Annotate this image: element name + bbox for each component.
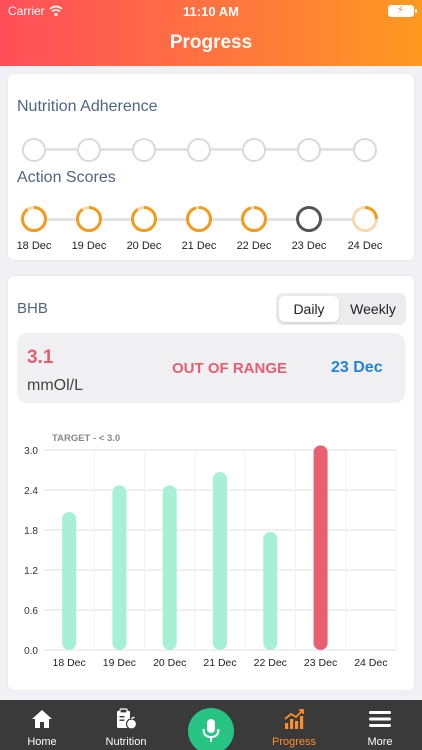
action-day-label: 23 Dec	[291, 240, 327, 252]
x-tick-label: 23 Dec	[304, 657, 337, 669]
x-tick-label: 21 Dec	[203, 657, 236, 669]
nutrition-day-dot	[77, 138, 101, 162]
x-tick-label: 18 Dec	[53, 657, 86, 669]
progress-chart-icon	[284, 709, 304, 729]
tab-nutrition-label: Nutrition	[105, 736, 147, 748]
bhb-title: BHB	[17, 300, 48, 317]
bhb-unit: mmOl/L	[27, 377, 83, 394]
tab-progress[interactable]: Progress	[252, 700, 336, 750]
nutrition-day-dot	[187, 138, 211, 162]
microphone-icon	[202, 719, 220, 742]
menu-icon	[369, 711, 391, 727]
x-tick-label: 24 Dec	[354, 657, 387, 669]
page-title: Progress	[169, 32, 253, 53]
nutrition-day-dot	[297, 138, 321, 162]
weekly-toggle-button[interactable]: Weekly	[350, 301, 396, 317]
x-tick-label: 19 Dec	[103, 657, 136, 669]
nutrition-adherence-title: Nutrition Adherence	[17, 98, 158, 115]
nutrition-day-dot	[353, 138, 377, 162]
range-status: OUT OF RANGE	[172, 360, 287, 377]
action-day-label: 22 Dec	[236, 240, 272, 252]
y-tick-label: 3.0	[24, 446, 38, 457]
status-bar: Carrier 11:10 AM ⚡	[0, 0, 422, 22]
target-label: TARGET - < 3.0	[52, 433, 120, 444]
tab-more[interactable]: More	[338, 700, 422, 750]
adherence-card: Nutrition Adherence Action Scores 18 Dec…	[8, 74, 414, 260]
action-score-ring	[76, 206, 102, 232]
action-score-ring	[241, 206, 267, 232]
tab-home[interactable]: Home	[0, 700, 84, 750]
action-day-label: 19 Dec	[71, 240, 107, 252]
tab-nutrition[interactable]: Nutrition	[84, 700, 168, 750]
action-score-ring	[21, 206, 47, 232]
bar	[213, 472, 227, 650]
y-tick-label: 1.8	[24, 526, 38, 537]
carrier: Carrier	[8, 4, 63, 18]
x-tick-label: 22 Dec	[254, 657, 287, 669]
app-header: Carrier 11:10 AM ⚡ Progress	[0, 0, 422, 66]
bar	[162, 485, 177, 650]
x-tick-label: 20 Dec	[153, 657, 186, 669]
action-score-ring	[131, 206, 157, 232]
action-score-ring	[352, 206, 378, 232]
voice-input-button[interactable]	[188, 708, 234, 750]
tab-home-label: Home	[27, 736, 57, 748]
nutrition-icon	[117, 708, 138, 730]
daily-toggle-button[interactable]: Daily	[279, 296, 339, 322]
nutrition-day-dot	[22, 138, 46, 162]
action-score-ring	[296, 206, 322, 232]
action-day-label: 24 Dec	[347, 240, 383, 252]
selected-date: 23 Dec	[331, 359, 383, 376]
bar	[263, 532, 278, 650]
nutrition-day-dot	[132, 138, 156, 162]
carrier-label: Carrier	[8, 4, 45, 18]
status-time: 11:10 AM	[183, 4, 239, 19]
y-tick-label: 1.2	[24, 566, 38, 577]
home-icon	[32, 710, 52, 728]
bar	[62, 512, 77, 650]
action-day-label: 20 Dec	[126, 240, 162, 252]
y-tick-label: 0.6	[24, 606, 38, 617]
action-scores-title: Action Scores	[17, 169, 116, 186]
action-day-label: 21 Dec	[181, 240, 217, 252]
y-tick-label: 0.0	[24, 646, 38, 657]
nutrition-day-dot	[242, 138, 266, 162]
period-toggle: Daily Weekly	[276, 293, 406, 325]
bar	[112, 485, 127, 650]
bar	[313, 445, 328, 650]
bhb-summary: 3.1 mmOl/L OUT OF RANGE 23 Dec	[17, 333, 405, 403]
bhb-bar-chart: 0.0 0.6 1.2 1.8 2.4 3.0 TARGET - < 3.0 18 Dec 19…	[24, 433, 397, 669]
tab-bar: Home Nutrition Progress	[0, 700, 422, 750]
bhb-card: BHB Daily Weekly 3.1 mmOl/L OUT OF RANGE…	[8, 276, 414, 690]
tab-progress-label: Progress	[271, 736, 317, 748]
bhb-value: 3.1	[27, 347, 54, 368]
action-score-ring	[186, 206, 212, 232]
y-tick-label: 2.4	[24, 486, 38, 497]
battery-icon: ⚡	[388, 5, 417, 17]
action-day-label: 18 Dec	[16, 240, 52, 252]
tab-more-label: More	[367, 736, 393, 748]
wifi-icon	[49, 5, 63, 17]
